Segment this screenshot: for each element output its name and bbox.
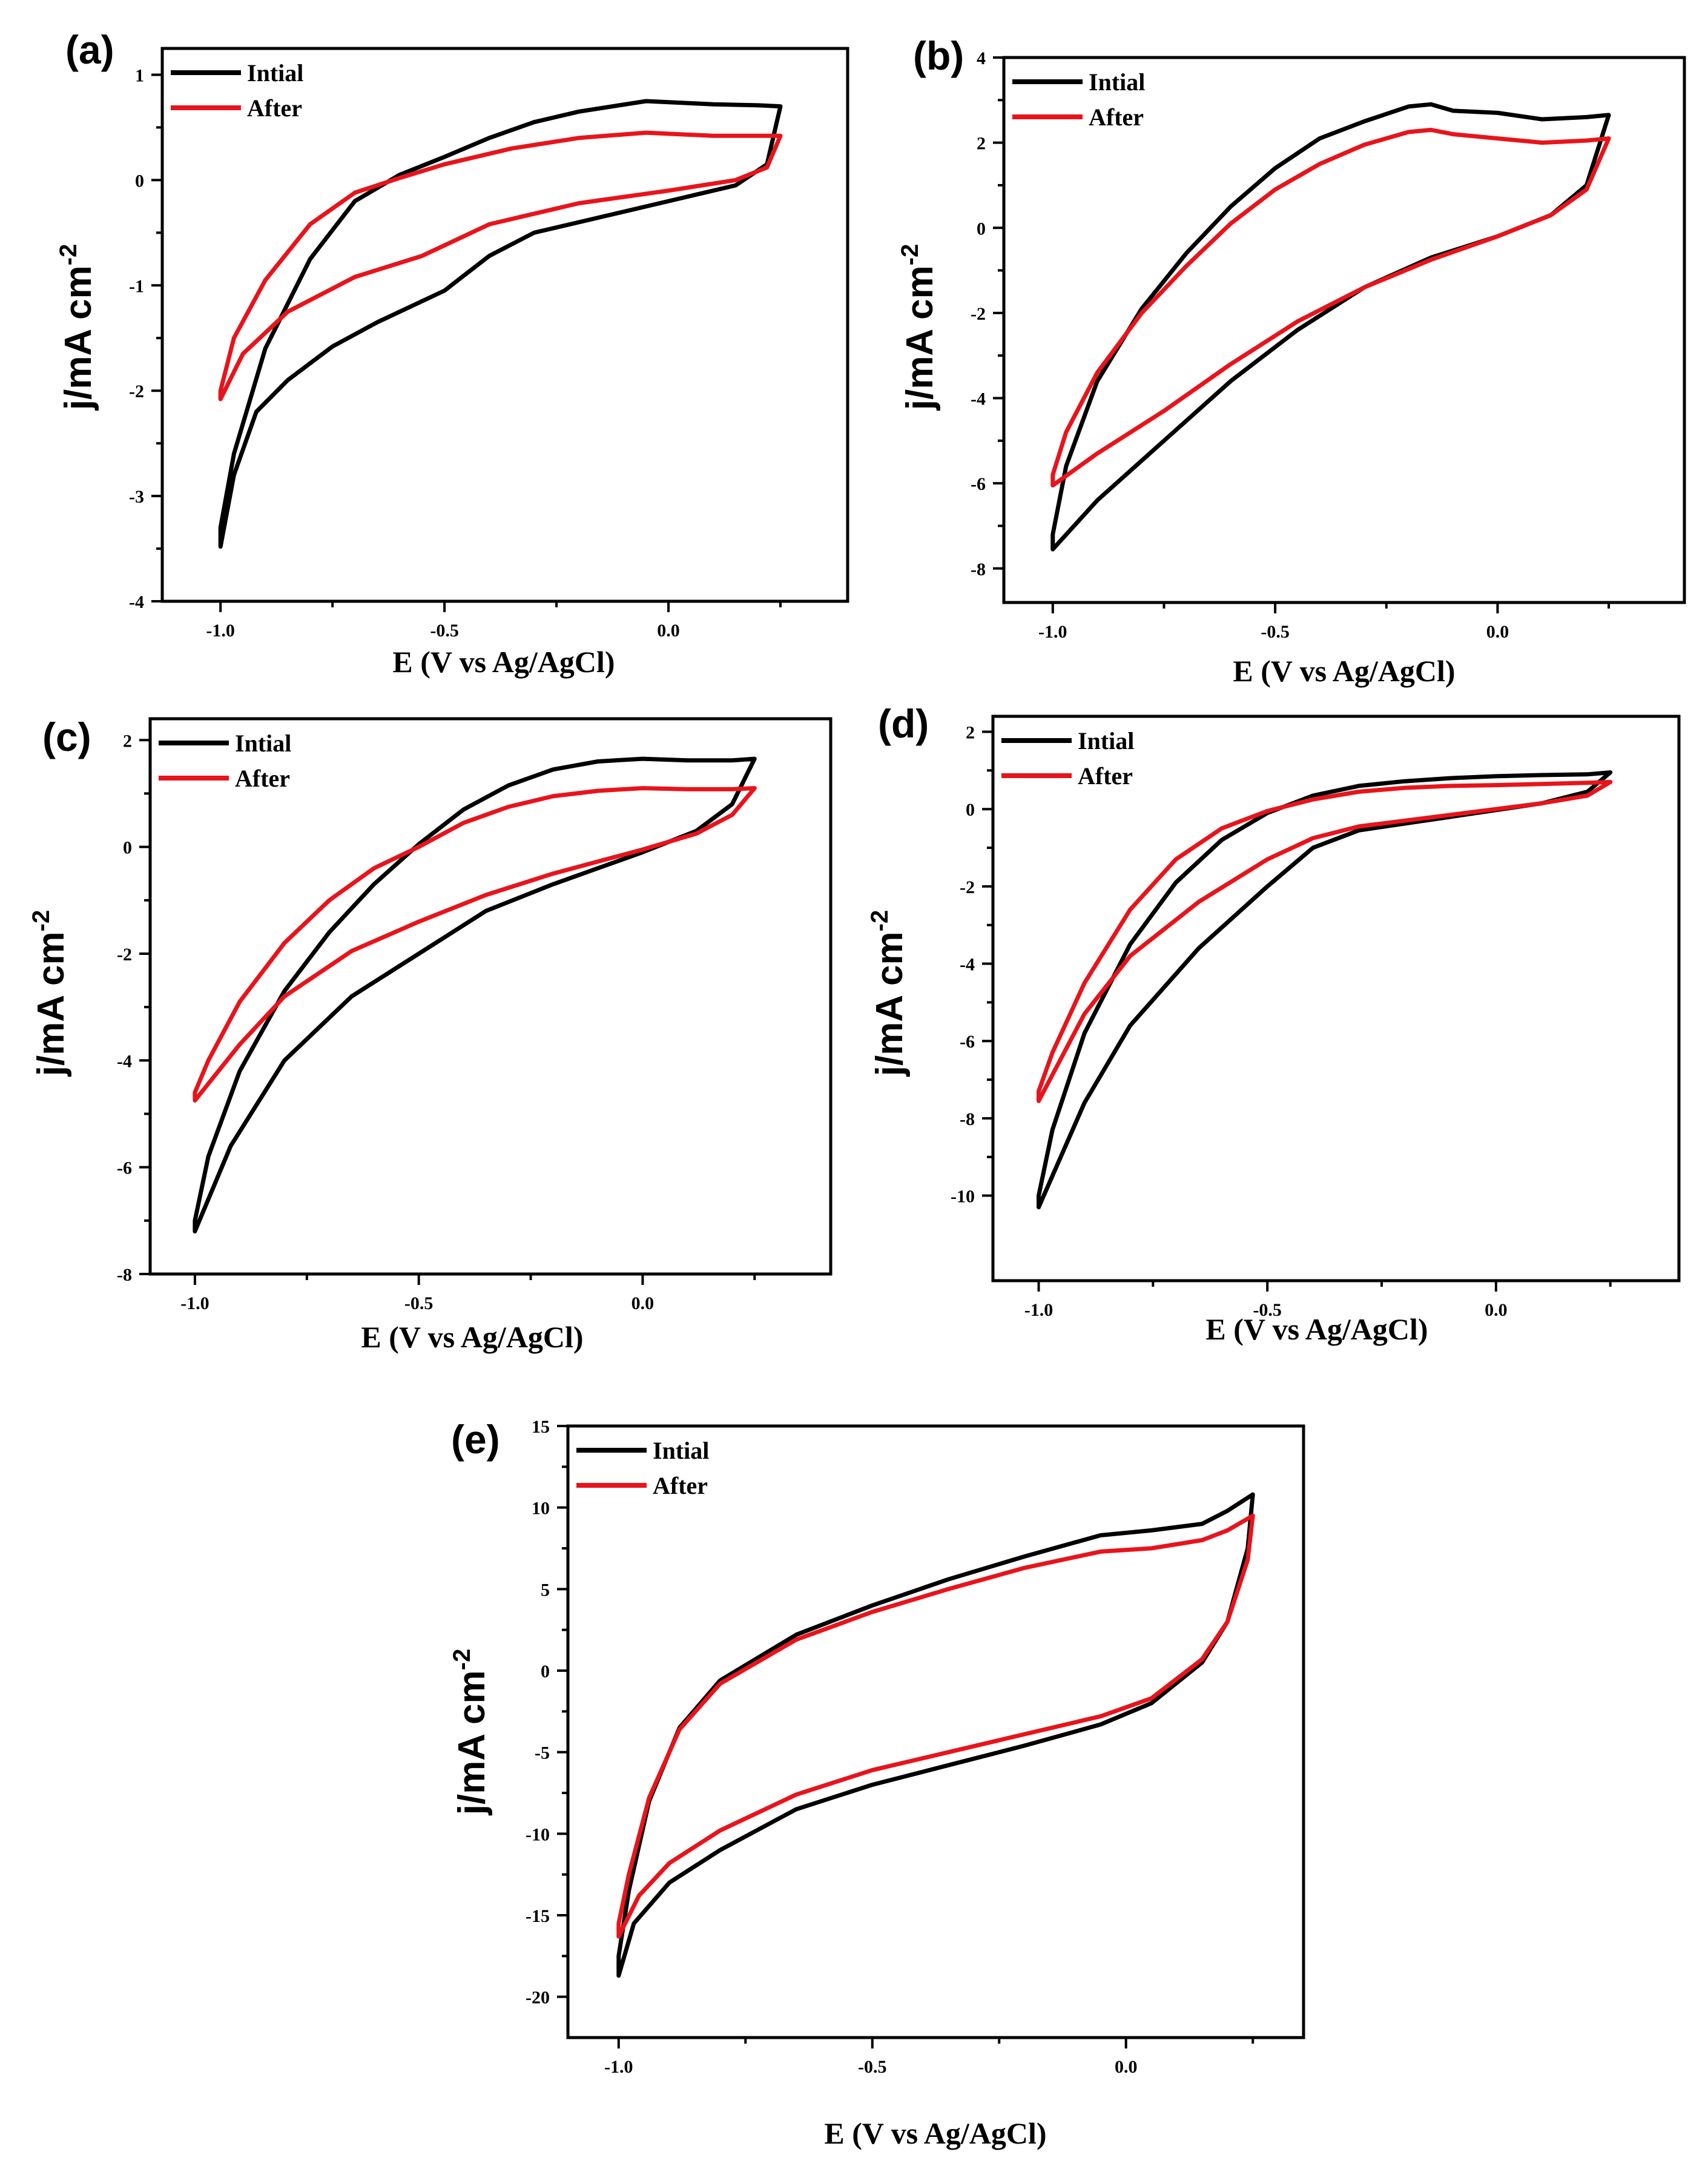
y-tick-label: -10	[526, 1824, 550, 1844]
series-intial	[218, 99, 783, 549]
x-tick-label: 0.0	[657, 621, 680, 641]
plot-frame	[148, 717, 833, 1276]
y-tick-label: -4	[960, 955, 975, 975]
y-tick-label: 0	[977, 219, 986, 239]
x-axis-label: E (V vs Ag/AgCl)	[1205, 1312, 1428, 1346]
y-tick-label: 2	[977, 134, 986, 154]
plot-frame	[160, 47, 849, 603]
y-tick-label: -4	[129, 592, 144, 612]
y-tick-label: -6	[117, 1158, 132, 1178]
series-intial	[193, 756, 757, 1233]
y-axis-label: j/mA cm-2	[866, 910, 911, 1077]
x-tick-label: -1.0	[206, 621, 235, 641]
y-tick-label: -2	[117, 945, 132, 965]
legend-label-after: After	[1089, 104, 1144, 131]
x-tick-label: 0.0	[631, 1293, 655, 1313]
panel-letter: (b)	[913, 33, 964, 78]
y-tick-label: 2	[966, 723, 975, 743]
y-tick-label: -8	[971, 560, 986, 579]
series-after	[1037, 780, 1613, 1103]
x-tick-label: -0.5	[404, 1293, 434, 1313]
panel-letter: (a)	[65, 27, 114, 72]
y-tick-label: 10	[532, 1499, 550, 1519]
series-after	[193, 786, 757, 1103]
panel-letter: (d)	[878, 701, 929, 746]
y-tick-label: -4	[971, 389, 986, 409]
y-tick-label: -8	[960, 1109, 975, 1129]
y-tick-label: 15	[532, 1417, 550, 1437]
legend-label-intial: Intial	[1089, 68, 1145, 96]
x-axis-label: E (V vs Ag/AgCl)	[361, 1320, 583, 1354]
legend-label-intial: Intial	[1078, 727, 1134, 754]
y-tick-label: 0	[135, 171, 144, 191]
legend-label-intial: Intial	[235, 730, 291, 757]
panel-b: -8 -6 -4 -2 0 2 4 -1.0 -0.5 0.0 Intial After (b) E (V…	[897, 33, 1686, 688]
y-tick-label: -8	[117, 1265, 132, 1285]
series-after	[218, 130, 783, 401]
plot-frame	[566, 1424, 1305, 2039]
panel-letter: (c)	[42, 715, 91, 759]
x-tick-label: 0.0	[1486, 622, 1509, 642]
y-tick-label: 4	[977, 48, 986, 68]
y-axis-label: j/mA cm-2	[449, 1649, 493, 1815]
y-axis-label: j/mA cm-2	[28, 910, 72, 1077]
x-tick-label: 0.0	[1485, 1300, 1508, 1320]
legend-label-intial: Intial	[653, 1437, 709, 1464]
x-tick-label: -0.5	[430, 621, 459, 641]
x-tick-label: -1.0	[180, 1293, 209, 1313]
plot-frame	[991, 715, 1681, 1282]
y-tick-label: -15	[526, 1906, 550, 1926]
y-tick-label: 5	[541, 1580, 550, 1600]
y-tick-label: -20	[526, 1988, 550, 2008]
panel-a: -4 -3 -2 -1 0 1 -1.0 -0.5 0.0 Intial After (a) E (V …	[55, 27, 849, 679]
x-tick-label: -1.0	[1038, 622, 1067, 642]
legend-label-after: After	[653, 1472, 708, 1499]
x-tick-label: -1.0	[1024, 1300, 1053, 1320]
panel-e: -20 -15 -10 -5 0 5 10 15 -1.0 -0.5 0.0 Intial After (…	[449, 1417, 1305, 2150]
x-tick-label: -0.5	[858, 2057, 887, 2077]
series-intial	[1037, 770, 1613, 1210]
x-tick-label: -0.5	[1253, 1300, 1282, 1320]
panel-c: -8 -6 -4 -2 0 2 -1.0 -0.5 0.0 Intial After (c) E (V …	[28, 715, 833, 1354]
y-tick-label: -2	[971, 304, 986, 324]
x-tick-label: -1.0	[604, 2057, 633, 2077]
legend-label-after: After	[247, 94, 302, 122]
legend-label-after: After	[235, 765, 290, 792]
series-after	[616, 1513, 1255, 1939]
y-tick-label: 0	[966, 800, 975, 820]
legend-label-after: After	[1078, 762, 1133, 790]
y-tick-label: -2	[960, 877, 975, 897]
y-tick-label: -1	[129, 276, 144, 296]
y-tick-label: 1	[135, 65, 144, 85]
y-tick-label: -10	[951, 1187, 975, 1207]
series-intial	[616, 1492, 1255, 1978]
panel-letter: (e)	[451, 1417, 500, 1462]
series-intial	[1050, 102, 1611, 552]
legend-label-intial: Intial	[247, 59, 303, 87]
plot-frame	[1002, 56, 1686, 604]
y-tick-label: -2	[129, 381, 144, 401]
x-axis-label: E (V vs Ag/AgCl)	[1233, 654, 1455, 688]
x-axis-label: E (V vs Ag/AgCl)	[392, 645, 615, 679]
y-tick-label: -4	[117, 1051, 132, 1071]
y-tick-label: 2	[123, 731, 132, 751]
y-axis-label: j/mA cm-2	[55, 244, 99, 411]
x-axis-label: E (V vs Ag/AgCl)	[824, 2116, 1046, 2150]
series-after	[1050, 128, 1611, 488]
panel-d: -10 -8 -6 -4 -2 0 2 -1.0 -0.5 0.0 Intial After (d) E …	[866, 701, 1681, 1346]
y-axis-label: j/mA cm-2	[897, 244, 941, 411]
y-tick-label: -3	[129, 487, 144, 507]
y-tick-label: -6	[960, 1032, 975, 1052]
y-tick-label: 0	[123, 838, 132, 858]
y-tick-label: 0	[541, 1662, 550, 1682]
y-tick-label: -5	[535, 1743, 550, 1763]
x-tick-label: 0.0	[1115, 2057, 1138, 2077]
x-tick-label: -0.5	[1261, 622, 1290, 642]
y-tick-label: -6	[971, 474, 986, 494]
